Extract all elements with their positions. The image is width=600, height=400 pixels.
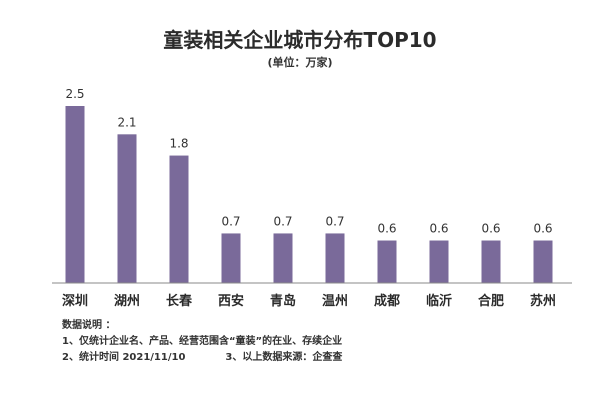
chart-title: 童装相关企业城市分布TOP10 xyxy=(163,28,437,52)
category-label-7: 临沂 xyxy=(426,293,452,309)
data-label-8: 0.6 xyxy=(481,222,500,236)
bar-4 xyxy=(273,233,293,283)
data-label-5: 0.7 xyxy=(325,214,344,228)
category-label-6: 成都 xyxy=(374,293,400,309)
bar-1 xyxy=(117,134,137,283)
data-notes: 数据说明 ： 1、仅统计企业名、产品、经营范围含“童装”的在业、存续企业 2、统… xyxy=(62,318,562,366)
notes-line-2: 2、统计时间 2021/11/10 3、以上数据来源：企查查 xyxy=(62,350,562,366)
data-label-2: 1.8 xyxy=(169,137,188,151)
category-label-0: 深圳 xyxy=(62,293,88,309)
bar-5 xyxy=(325,233,345,283)
data-label-4: 0.7 xyxy=(273,214,292,228)
notes-line-2a: 2、统计时间 2021/11/10 xyxy=(62,352,186,363)
data-label-1: 2.1 xyxy=(117,115,136,129)
data-label-0: 2.5 xyxy=(65,87,84,101)
data-label-3: 0.7 xyxy=(221,214,240,228)
data-label-6: 0.6 xyxy=(377,222,396,236)
category-label-5: 温州 xyxy=(322,294,348,309)
bar-0 xyxy=(65,106,85,283)
category-label-4: 青岛 xyxy=(270,293,296,309)
notes-line-1: 1、仅统计企业名、产品、经营范围含“童装”的在业、存续企业 xyxy=(62,336,343,347)
bar-2 xyxy=(169,155,189,283)
data-label-9: 0.6 xyxy=(533,222,552,236)
bar-7 xyxy=(429,240,449,283)
bar-6 xyxy=(377,240,397,283)
bar-3 xyxy=(221,233,241,283)
category-label-2: 长春 xyxy=(166,293,193,309)
category-label-9: 苏州 xyxy=(530,293,556,309)
notes-line-2b: 3、以上数据来源：企查查 xyxy=(225,352,343,363)
data-label-7: 0.6 xyxy=(429,222,448,236)
bar-8 xyxy=(481,240,501,283)
notes-heading: 数据说明 ： xyxy=(62,320,116,331)
chart-subtitle: (单位：万家) xyxy=(267,56,333,69)
category-label-1: 湖州 xyxy=(114,294,140,309)
category-label-3: 西安 xyxy=(218,293,244,309)
category-label-8: 合肥 xyxy=(478,293,504,309)
bar-9 xyxy=(533,240,553,283)
